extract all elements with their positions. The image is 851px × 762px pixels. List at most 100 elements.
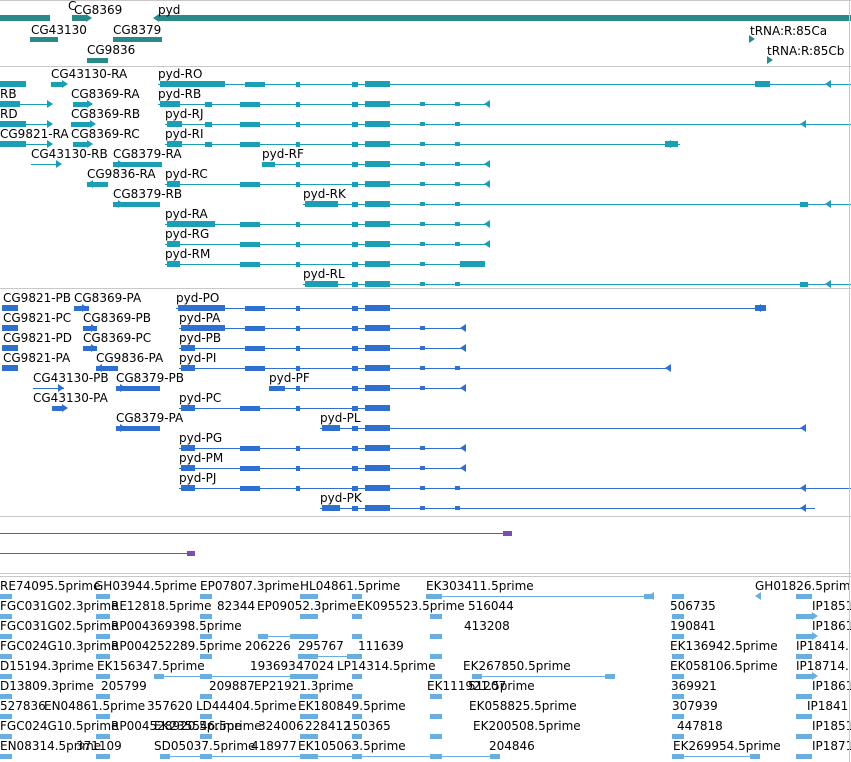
gene-label[interactable]: CG8369	[74, 3, 123, 17]
est-label[interactable]: EP07807.3prime	[200, 579, 300, 593]
est-label[interactable]: EK156347.5prime	[97, 659, 205, 673]
est-label[interactable]: EK058825.5prime	[469, 699, 577, 713]
transcript-label[interactable]: pyd-RM	[165, 247, 211, 261]
est-label[interactable]: 209887	[209, 679, 255, 693]
transcript-label[interactable]: CG8379-RB	[113, 187, 183, 201]
est-label[interactable]: EN04861.5prime	[44, 699, 146, 713]
transcript-label[interactable]: pyd-RI	[165, 127, 204, 141]
transcript-label[interactable]: pyd-RL	[303, 267, 345, 281]
gene-label[interactable]: CG43130	[31, 23, 87, 37]
transcript-label[interactable]: pyd-RO	[158, 67, 203, 81]
transcript-label[interactable]: pyd-PO	[176, 291, 220, 305]
est-label[interactable]: SD05037.5prime	[154, 739, 256, 753]
transcript-label[interactable]: CG9821-PA	[3, 351, 71, 365]
est-label[interactable]: EK058106.5prime	[670, 659, 778, 673]
est-label[interactable]: IP18714.	[796, 659, 849, 673]
est-label[interactable]: 82344	[217, 599, 256, 613]
est-label[interactable]: IP1841	[807, 699, 849, 713]
est-label[interactable]: 228412	[305, 719, 351, 733]
est-label[interactable]: IP18514.	[812, 599, 851, 613]
transcript-label[interactable]: pyd-PC	[179, 391, 222, 405]
transcript-label[interactable]: pyd-PJ	[179, 471, 217, 485]
est-label[interactable]: EK303411.5prime	[426, 579, 534, 593]
est-label[interactable]: 324006	[258, 719, 304, 733]
est-label[interactable]: EK095523.5prime	[357, 599, 465, 613]
est-label[interactable]: RP004369398.5prime	[111, 619, 242, 633]
est-label[interactable]: 204846	[489, 739, 535, 753]
est-label[interactable]: IP18614.	[812, 619, 851, 633]
est-label[interactable]: 150365	[345, 719, 391, 733]
est-label[interactable]: EK200508.5prime	[473, 719, 581, 733]
est-label[interactable]: EK269954.5prime	[673, 739, 781, 753]
transcript-label[interactable]: pyd-PM	[179, 451, 224, 465]
transcript-label[interactable]: pyd-RG	[165, 227, 210, 241]
est-label[interactable]: 295767	[298, 639, 344, 653]
est-label[interactable]: 413208	[464, 619, 510, 633]
transcript-label[interactable]: CG9821-PD	[3, 331, 73, 345]
transcript-label[interactable]: pyd-RK	[303, 187, 346, 201]
est-label[interactable]: FGC031G02.3prime	[0, 599, 119, 613]
transcript-label[interactable]: pyd-PK	[320, 491, 362, 505]
transcript-label[interactable]: pyd-RB	[158, 87, 202, 101]
est-label[interactable]: 527836	[0, 699, 46, 713]
transcript-label[interactable]: CG9836-RA	[87, 167, 156, 181]
est-label[interactable]: 51207	[468, 679, 507, 693]
est-label[interactable]: RP004528920.5prime	[111, 719, 242, 733]
transcript-label[interactable]: C	[68, 0, 77, 13]
transcript-label[interactable]: pyd-RA	[165, 207, 208, 221]
gene-label[interactable]: tRNA:R:85Ca	[750, 24, 828, 38]
gene-label[interactable]: tRNA:R:85Cb	[767, 44, 845, 58]
est-label[interactable]: RP004252289.5prime	[111, 639, 242, 653]
est-label[interactable]: EP09052.3prime	[257, 599, 357, 613]
transcript-label[interactable]: CG8369-RB	[71, 107, 141, 121]
transcript-label[interactable]: CG8369-RA	[71, 87, 140, 101]
transcript-label[interactable]: CG9821-PB	[3, 291, 72, 305]
est-label[interactable]: 506735	[670, 599, 716, 613]
transcript-label[interactable]: pyd-PI	[179, 351, 217, 365]
est-label[interactable]: D15194.3prime	[0, 659, 94, 673]
est-label[interactable]: EK180849.5prime	[298, 699, 406, 713]
est-label[interactable]: EK136942.5prime	[670, 639, 778, 653]
est-label[interactable]: IP1871	[812, 739, 851, 753]
gene-label[interactable]: CG9836	[87, 43, 136, 57]
est-label[interactable]: EK105063.5prime	[298, 739, 406, 753]
transcript-label[interactable]: pyd-PA	[179, 311, 221, 325]
est-label[interactable]: HL04861.5prime	[300, 579, 401, 593]
transcript-label[interactable]: pyd-PB	[179, 331, 222, 345]
transcript-label[interactable]: CG8369-PC	[83, 331, 152, 345]
transcript-label[interactable]: CG9821-RA	[0, 127, 69, 141]
est-label[interactable]: 369921	[671, 679, 717, 693]
est-label[interactable]: 205799	[101, 679, 147, 693]
transcript-label[interactable]: CG9821-PC	[3, 311, 72, 325]
est-label[interactable]: GH03944.5prime	[94, 579, 197, 593]
transcript-label[interactable]: pyd-PL	[320, 411, 361, 425]
est-label[interactable]: 357620	[147, 699, 193, 713]
transcript-label[interactable]: CG43130-RA	[51, 67, 128, 81]
transcript-label[interactable]: CG9836-PA	[96, 351, 164, 365]
transcript-label[interactable]: CG43130-RB	[31, 147, 108, 161]
est-label[interactable]: LP14314.5prime	[337, 659, 436, 673]
transcript-label[interactable]: CG43130-PA	[33, 391, 108, 405]
est-label[interactable]: IP1861	[812, 679, 851, 693]
transcript-label[interactable]: CG8369-RC	[71, 127, 140, 141]
est-label[interactable]: 418977	[251, 739, 297, 753]
transcript-label[interactable]: pyd-PF	[269, 371, 310, 385]
est-label[interactable]: 371109	[76, 739, 122, 753]
transcript-label[interactable]: RB	[0, 87, 17, 101]
est-label[interactable]: RE12818.5prime	[111, 599, 212, 613]
transcript-label[interactable]: CG8379-PA	[116, 411, 184, 425]
transcript-label[interactable]: pyd-RJ	[165, 107, 204, 121]
est-label[interactable]: D13809.3prime	[0, 679, 94, 693]
est-label[interactable]: IP1851	[812, 719, 851, 733]
est-label[interactable]: RE74095.5prime	[0, 579, 101, 593]
est-label[interactable]: 447818	[677, 719, 723, 733]
est-label[interactable]: IP18414.	[796, 639, 849, 653]
est-label[interactable]: EK235546.5prime	[154, 719, 262, 733]
transcript-label[interactable]: CG8379-RA	[113, 147, 182, 161]
est-label[interactable]: FGC024G10.3prime	[0, 639, 119, 653]
est-label[interactable]: 47024	[296, 659, 335, 673]
gene-label[interactable]: CG8379	[113, 23, 162, 37]
transcript-label[interactable]: CG8369-PA	[74, 291, 142, 305]
transcript-label[interactable]: CG43130-PB	[33, 371, 109, 385]
est-label[interactable]: EN08314.5prime	[0, 739, 102, 753]
